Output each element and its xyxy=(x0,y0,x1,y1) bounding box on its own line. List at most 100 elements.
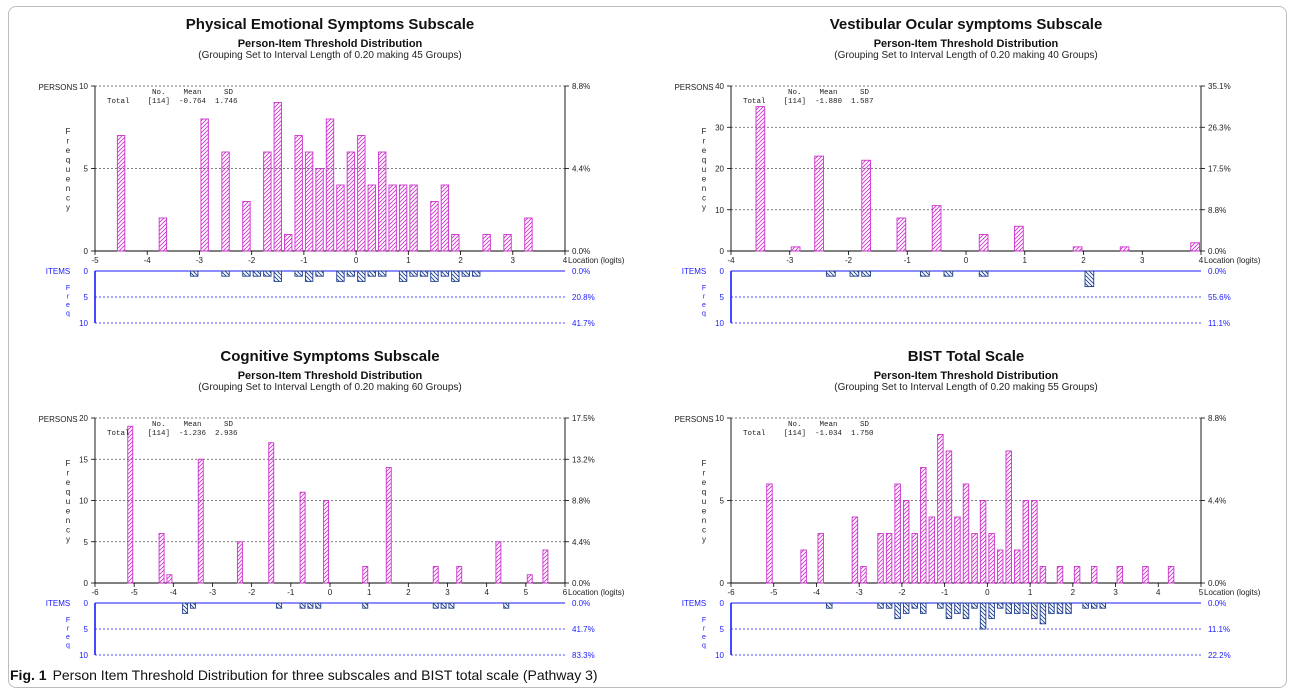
person-bar xyxy=(817,533,824,584)
person-bar xyxy=(323,500,330,584)
x-tick-label: -1 xyxy=(287,588,295,597)
figure-caption: Fig. 1 Person Item Threshold Distribution… xyxy=(10,667,598,683)
item-bar xyxy=(937,602,944,609)
item-bar xyxy=(1090,602,1098,609)
x-tick-label: 3 xyxy=(1113,588,1118,597)
item-bar xyxy=(461,270,470,277)
item-bar xyxy=(894,602,901,620)
x-axis-label: Location (logits) xyxy=(568,588,625,597)
person-bar xyxy=(236,541,243,584)
y-tick-label: 10 xyxy=(715,206,724,215)
item-bar xyxy=(398,270,408,282)
person-bar xyxy=(928,516,936,584)
item-bar xyxy=(440,602,447,609)
item-bar xyxy=(1005,602,1012,614)
persons-label: PERSONS xyxy=(674,415,713,424)
x-tick-label: 0 xyxy=(354,256,359,265)
person-bar xyxy=(503,234,512,252)
x-tick-label: 1 xyxy=(1028,588,1033,597)
item-bar xyxy=(1056,602,1064,614)
x-tick-label: -2 xyxy=(898,588,906,597)
x-tick-label: 1 xyxy=(406,256,411,265)
person-bar xyxy=(1039,566,1047,584)
item-bar xyxy=(920,270,930,277)
persons-label: PERSONS xyxy=(38,83,77,92)
item-bar xyxy=(276,602,283,609)
x-tick-label: 3 xyxy=(1140,256,1145,265)
chart-panel-vestibular-ocular: Vestibular Ocular symptoms Subscale Pers… xyxy=(646,16,1286,346)
chart-subtitle: Person-Item Threshold Distribution xyxy=(873,370,1059,382)
person-bar xyxy=(304,151,314,252)
figure-caption-text: Person Item Threshold Distribution for t… xyxy=(52,667,598,683)
x-tick-label: 4 xyxy=(1156,588,1161,597)
chart-subtitle: Person-Item Threshold Distribution xyxy=(237,370,423,382)
person-bar xyxy=(851,516,859,584)
person-bar xyxy=(482,234,491,252)
item-bar xyxy=(920,602,927,614)
x-tick-label: -1 xyxy=(300,256,308,265)
person-bar xyxy=(814,155,824,252)
item-bar xyxy=(189,602,196,609)
y-tick-pct-label: 4.4% xyxy=(572,538,590,547)
stats-header: No. Mean SD xyxy=(743,89,870,97)
item-bar xyxy=(979,602,987,630)
stats-row: Total [114] -1.236 2.936 xyxy=(107,430,238,438)
x-axis-label: Location (logits) xyxy=(568,256,625,265)
y-tick-pct-label: 8.8% xyxy=(1208,414,1226,423)
y-tick-label: 15 xyxy=(79,455,88,464)
chart-subtitle: Person-Item Threshold Distribution xyxy=(237,38,423,50)
person-bar xyxy=(800,549,807,584)
item-bar xyxy=(996,602,1004,609)
x-tick-label: -3 xyxy=(209,588,217,597)
person-bar xyxy=(978,234,989,252)
x-tick-label: -2 xyxy=(845,256,853,265)
person-bar xyxy=(790,246,801,252)
item-bar xyxy=(190,270,199,277)
chart-subtitle: Person-Item Threshold Distribution xyxy=(873,38,1059,50)
x-tick-label: 3 xyxy=(511,256,516,265)
item-bar xyxy=(945,602,953,620)
person-bar xyxy=(1072,246,1083,252)
person-bar xyxy=(996,549,1004,584)
item-bar xyxy=(430,270,439,282)
items-y-tick-label: 5 xyxy=(84,293,89,302)
item-bar xyxy=(263,270,272,277)
chart-title: Cognitive Symptoms Subscale xyxy=(220,348,440,365)
item-bar xyxy=(1048,602,1055,614)
item-bar xyxy=(307,602,314,609)
person-bar xyxy=(294,135,303,252)
y-tick-label: 30 xyxy=(715,123,724,132)
y-tick-pct-label: 35.1% xyxy=(1208,82,1231,91)
x-tick-label: -3 xyxy=(856,588,864,597)
item-bar xyxy=(978,270,989,277)
y-tick-pct-label: 13.2% xyxy=(572,455,595,464)
person-bar xyxy=(1190,242,1200,252)
y-tick-pct-label: 8.8% xyxy=(572,497,590,506)
y-tick-label: 20 xyxy=(715,165,724,174)
person-bar xyxy=(284,234,293,252)
item-bar xyxy=(432,602,439,609)
item-bar xyxy=(378,270,387,277)
x-axis-label: Location (logits) xyxy=(1204,588,1261,597)
item-bar xyxy=(826,270,836,277)
item-bar xyxy=(861,270,871,277)
items-y-tick-pct-label: 55.6% xyxy=(1208,293,1231,302)
figure-label: Fig. 1 xyxy=(10,667,47,683)
x-tick-label: 1 xyxy=(1023,256,1028,265)
person-bar xyxy=(116,135,126,252)
item-bar xyxy=(1022,602,1030,614)
person-bar xyxy=(937,434,944,584)
items-y-tick-pct-label: 22.2% xyxy=(1208,651,1231,660)
items-y-tick-label: 0 xyxy=(720,599,725,608)
chart-title: Vestibular Ocular symptoms Subscale xyxy=(829,16,1103,33)
figure-frame xyxy=(8,6,1287,688)
person-bar xyxy=(911,533,918,584)
y-tick-label: 5 xyxy=(84,538,89,547)
person-bar xyxy=(315,168,324,252)
y-tick-pct-label: 4.4% xyxy=(572,165,590,174)
item-bar xyxy=(451,270,460,282)
